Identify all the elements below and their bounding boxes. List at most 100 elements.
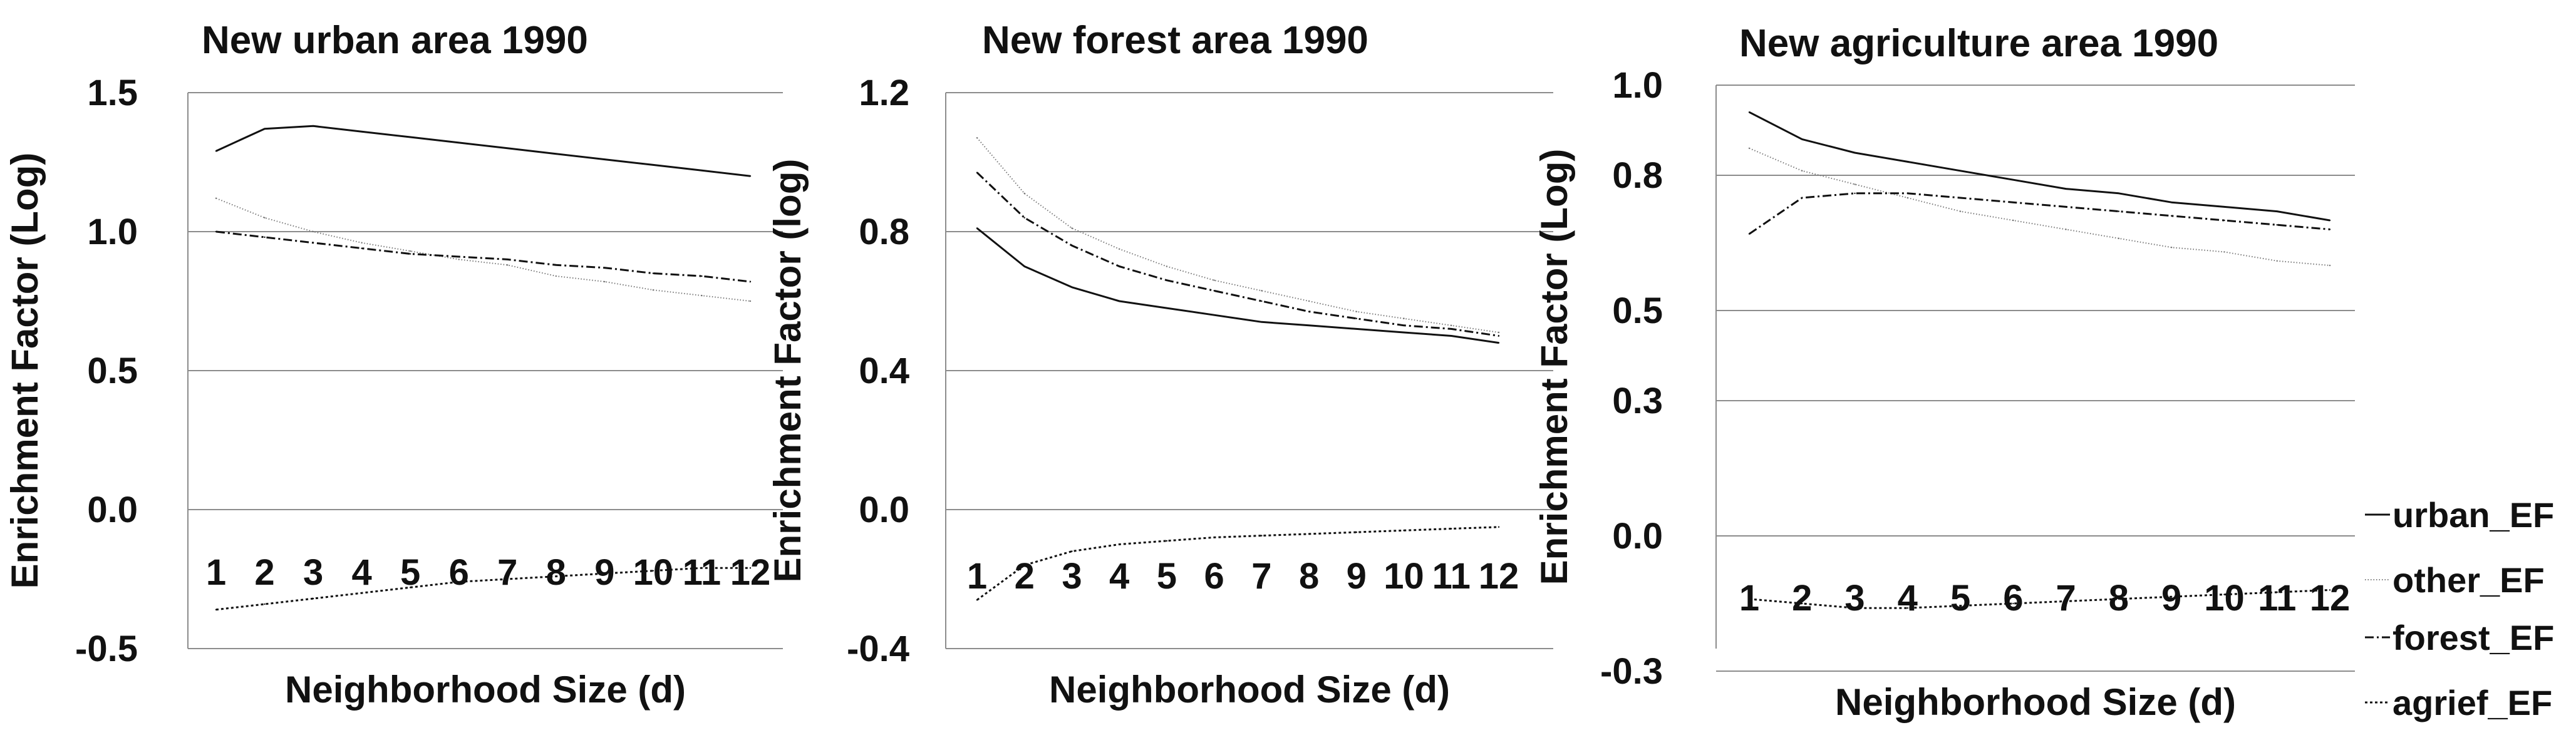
data-point bbox=[1403, 530, 1405, 532]
data-point bbox=[2012, 219, 2014, 222]
data-point bbox=[2223, 251, 2225, 253]
data-point bbox=[2329, 219, 2331, 222]
data-point bbox=[1959, 210, 1962, 212]
data-point bbox=[976, 599, 978, 601]
x-tick-label: 12 bbox=[730, 552, 771, 593]
data-point bbox=[1854, 183, 1856, 185]
data-point bbox=[1497, 342, 1500, 344]
data-point bbox=[458, 141, 460, 144]
data-point bbox=[749, 567, 752, 569]
series-line-other-ef bbox=[215, 197, 751, 302]
data-point bbox=[1854, 607, 1856, 609]
data-point bbox=[1118, 265, 1120, 267]
data-point bbox=[361, 592, 363, 594]
data-point bbox=[1355, 317, 1358, 319]
data-point bbox=[749, 280, 752, 283]
data-point bbox=[264, 128, 266, 130]
data-point bbox=[507, 264, 509, 266]
x-tick-label: 7 bbox=[497, 552, 517, 593]
data-point bbox=[264, 603, 266, 605]
data-point bbox=[215, 197, 217, 199]
data-point bbox=[701, 294, 703, 297]
data-point bbox=[1451, 528, 1452, 530]
data-point bbox=[2065, 600, 2067, 602]
data-point bbox=[215, 150, 217, 152]
x-tick-label: 6 bbox=[2003, 578, 2023, 619]
data-point bbox=[1959, 605, 1962, 607]
y-tick-label: -0.5 bbox=[75, 629, 138, 669]
data-point bbox=[2012, 602, 2014, 605]
series-line-agrief-ef bbox=[1749, 588, 2330, 609]
data-point bbox=[312, 242, 314, 244]
data-point bbox=[976, 227, 978, 229]
data-point bbox=[652, 272, 654, 274]
chart-title: New urban area 1990 bbox=[202, 19, 588, 62]
y-tick-label: 0.0 bbox=[859, 490, 909, 530]
data-point bbox=[1308, 300, 1310, 302]
data-point bbox=[1748, 147, 1751, 149]
chart-title: New forest area 1990 bbox=[982, 19, 1368, 62]
data-point bbox=[409, 250, 411, 252]
x-tick-label: 3 bbox=[1844, 578, 1865, 619]
x-tick-label: 11 bbox=[1432, 556, 1471, 597]
data-point bbox=[264, 217, 266, 218]
x-tick-label: 5 bbox=[1157, 556, 1177, 597]
legend-label-urban-ef: urban_EF bbox=[2392, 495, 2554, 535]
legend-label-forest-ef: forest_EF bbox=[2392, 618, 2554, 657]
data-point bbox=[1261, 535, 1263, 537]
series-line-urban-ef bbox=[215, 125, 751, 177]
x-tick-label: 3 bbox=[303, 552, 323, 593]
y-tick-label: 0.0 bbox=[1612, 516, 1663, 557]
x-tick-label: 9 bbox=[1347, 556, 1367, 597]
data-point bbox=[976, 172, 978, 173]
data-point bbox=[1023, 564, 1025, 566]
y-tick-label: 0.8 bbox=[859, 212, 909, 252]
data-point bbox=[1801, 197, 1803, 199]
y-tick-label: -0.3 bbox=[1600, 651, 1663, 692]
data-point bbox=[1071, 245, 1073, 247]
y-tick-label: 0.8 bbox=[1612, 155, 1663, 196]
data-point bbox=[2276, 260, 2278, 262]
y-tick-label: 0.4 bbox=[859, 351, 909, 391]
y-tick-label: 0.3 bbox=[1612, 381, 1663, 421]
data-point bbox=[2170, 596, 2173, 598]
data-point bbox=[749, 300, 752, 302]
y-tick-label: 0.0 bbox=[87, 490, 138, 530]
series-line-urban-ef bbox=[976, 227, 1499, 344]
data-point bbox=[2276, 591, 2278, 593]
series-line-other-ef bbox=[1749, 147, 2330, 266]
data-point bbox=[1213, 290, 1215, 292]
data-point bbox=[215, 230, 217, 233]
series-line-forest-ef bbox=[215, 230, 751, 283]
data-point bbox=[1261, 290, 1263, 292]
x-tick-label: 5 bbox=[1950, 578, 1970, 619]
x-tick-label: 4 bbox=[1898, 578, 1918, 619]
data-point bbox=[1213, 314, 1215, 316]
data-point bbox=[555, 153, 557, 155]
series-line-forest-ef bbox=[976, 172, 1499, 337]
series-line-urban-ef bbox=[1749, 111, 2330, 222]
data-point bbox=[2065, 188, 2067, 190]
data-point bbox=[701, 170, 703, 172]
data-point bbox=[1451, 324, 1452, 327]
data-point bbox=[2329, 229, 2331, 230]
data-point bbox=[701, 567, 703, 569]
data-point bbox=[458, 259, 460, 260]
data-point bbox=[409, 136, 411, 138]
data-point bbox=[458, 581, 460, 583]
data-point bbox=[312, 230, 314, 233]
y-axis-label: Enrichment Factor (log) bbox=[767, 159, 809, 583]
data-point bbox=[2065, 229, 2067, 230]
y-tick-label: 1.0 bbox=[87, 212, 138, 252]
data-point bbox=[1308, 533, 1310, 535]
x-axis-label: Neighborhood Size (d) bbox=[1049, 669, 1450, 711]
y-tick-label: 1.0 bbox=[1612, 65, 1663, 106]
y-tick-label: 0.5 bbox=[1612, 290, 1663, 331]
x-axis-label: Neighborhood Size (d) bbox=[285, 669, 686, 711]
data-point bbox=[1166, 265, 1168, 267]
data-point bbox=[1023, 265, 1025, 267]
data-point bbox=[2223, 593, 2225, 595]
y-axis-label: Enrichment Factor (Log) bbox=[4, 153, 46, 589]
data-point bbox=[2329, 264, 2331, 267]
